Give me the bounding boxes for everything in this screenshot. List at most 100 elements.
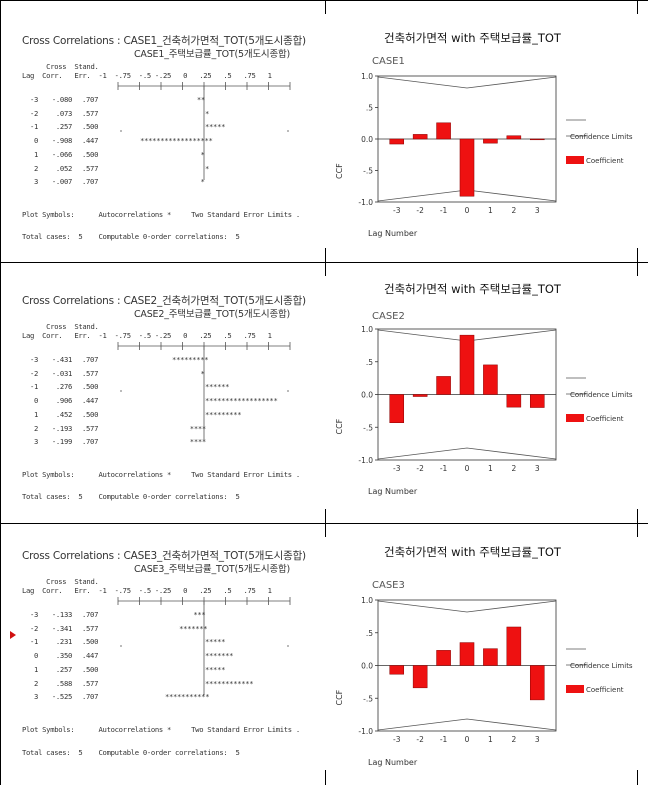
row-lag: 2 (33, 163, 38, 173)
x-tick-label: -2 (416, 735, 424, 744)
plot-symbols: Plot Symbols: Autocorrelations * Two Sta… (22, 725, 300, 734)
ascii-plot-axis (117, 597, 291, 695)
case-label: CASE3 (372, 580, 405, 591)
x-tick-label: 3 (535, 206, 540, 215)
bar-lag-0 (459, 334, 475, 395)
x-tick-label: 3 (535, 464, 540, 473)
row-err: .577 (82, 163, 99, 173)
bar-lag-3 (529, 665, 545, 701)
legend-coefficient-label: Coefficient (586, 415, 624, 423)
bar-lag--1 (436, 376, 451, 395)
row-asterisks: *** (193, 610, 206, 619)
row-err: .707 (82, 95, 99, 104)
row-lag: 0 (33, 651, 38, 661)
x-tick-label: 2 (511, 206, 516, 215)
row-asterisks: * (200, 149, 205, 159)
legend-coefficient-label: Coefficient (586, 686, 624, 694)
y-tick-label: 1.0 (361, 596, 373, 605)
left-border (0, 0, 1, 785)
plot-symbols: Plot Symbols: Autocorrelations * Two Sta… (22, 210, 300, 219)
row-asterisks: ******* (179, 623, 208, 633)
x-tick-label: 1 (488, 464, 493, 473)
row-lag: 3 (33, 437, 38, 447)
row-corr: -.908 (51, 136, 72, 146)
table-head-line2: Lag Corr. Err. -1 -.75 -.5 -.25 0 .25 .5… (22, 331, 272, 340)
row-asterisks: ************ (205, 678, 254, 688)
row-lag: -1 (29, 122, 38, 132)
cc-title-line1: Cross Correlations : CASE2_건축허가면적_TOT(5개… (22, 295, 306, 307)
row-err: .500 (82, 409, 99, 419)
y-tick-label: .5 (366, 104, 373, 113)
table-head-line1: Cross Stand. (22, 322, 99, 331)
y-axis-label: CCF (335, 418, 344, 434)
legend-coefficient-swatch (566, 414, 584, 422)
bar-lag-2 (506, 626, 522, 666)
cc-title-line1: Cross Correlations : CASE1_건축허가면적_TOT(5개… (22, 35, 306, 47)
row-lag: -1 (29, 637, 38, 647)
divider-1 (0, 262, 648, 263)
y-tick-label: 0.0 (361, 135, 373, 144)
row-asterisks: ** (196, 95, 205, 104)
row-corr: -.080 (51, 95, 72, 104)
case1-spss-output: Cross Correlations : CASE1_건축허가면적_TOT(5개… (0, 0, 325, 262)
cc-title-line2: CASE2_주택보급률_TOT(5개도시종합) (134, 309, 291, 320)
case3-panel: Cross Correlations : CASE3_건축허가면적_TOT(5개… (0, 524, 648, 785)
y-tick-label: -.5 (363, 423, 373, 432)
row-asterisks: **** (189, 437, 206, 447)
ccf-bar-chart: 1.0 .5 0.0 -.5 -1.0 CCF -3 -2 -1 0 1 2 3 Lag Number Co… (335, 72, 633, 238)
row-corr: -.193 (51, 423, 72, 433)
legend-confidence-label: Confidence Limits (570, 391, 633, 399)
case1-ccf-chart: 건축허가면적 with 주택보급률_TOT CASE1 1.0 .5 0.0 -.5 -… (326, 0, 648, 262)
bar-lag-3 (529, 138, 545, 141)
table-head-line2: Lag Corr. Err. -1 -.75 -.5 -.25 0 .25 .5… (22, 71, 272, 80)
y-tick-label: 1.0 (361, 72, 373, 81)
x-tick-label: -1 (440, 206, 448, 215)
x-tick-label: 0 (465, 206, 470, 215)
row-corr: -.525 (51, 692, 72, 702)
right-tick-4 (637, 770, 638, 785)
cc-title-line2: CASE3_주택보급률_TOT(5개도시종합) (134, 564, 291, 575)
cc-title-line2: CASE1_주택보급률_TOT(5개도시종합) (134, 49, 291, 60)
upper-confidence-limit (377, 600, 557, 613)
row-lag: -2 (29, 108, 38, 118)
row-err: .707 (82, 177, 99, 187)
case-label: CASE1 (372, 56, 405, 67)
case2-spss-output: Cross Correlations : CASE2_건축허가면적_TOT(5개… (0, 263, 325, 523)
row-lag: -3 (29, 95, 38, 104)
row-lag: 1 (33, 664, 38, 674)
row-corr: .276 (55, 382, 72, 392)
row-lag: 0 (33, 136, 38, 146)
x-tick-label: 2 (511, 464, 516, 473)
x-tick-label: 0 (465, 464, 470, 473)
row-asterisks: **** (189, 423, 206, 433)
row-lag: -2 (29, 368, 38, 378)
upper-confidence-limit (377, 76, 557, 89)
row-asterisks: *********** (164, 692, 210, 702)
x-tick-label: -2 (416, 464, 424, 473)
right-tick-3 (637, 509, 638, 537)
row-err: .577 (82, 368, 99, 378)
row-corr: .257 (55, 664, 72, 674)
x-axis-label: Lag Number (368, 758, 418, 767)
ccf-bar-chart: 1.0 .5 0.0 -.5 -1.0 CCF -3 -2 -1 0 1 2 3 Lag Number Co… (335, 325, 633, 496)
total-cases: Total cases: 5 Computable 0-order correl… (22, 748, 240, 757)
row-asterisks: ******* (205, 651, 234, 661)
x-tick-label: -3 (393, 464, 401, 473)
y-tick-label: 1.0 (361, 325, 373, 334)
x-tick-label: -1 (440, 464, 448, 473)
row-corr: .906 (55, 396, 72, 406)
total-cases: Total cases: 5 Computable 0-order correl… (22, 492, 240, 501)
bar-lag--1 (436, 650, 451, 666)
row-asterisks: ****************** (205, 396, 278, 406)
row-err: .707 (82, 610, 99, 619)
bar-lag--2 (412, 665, 428, 689)
x-tick-label: -2 (416, 206, 424, 215)
row-corr: -.199 (51, 437, 72, 447)
row-asterisks: * (205, 108, 210, 118)
bar-lag--3 (389, 138, 405, 145)
y-axis-label: CCF (335, 163, 344, 179)
row-asterisks: * (200, 368, 205, 378)
legend-coefficient-swatch (566, 156, 584, 164)
x-axis-label: Lag Number (368, 229, 418, 238)
y-tick-label: -1.0 (358, 198, 373, 207)
